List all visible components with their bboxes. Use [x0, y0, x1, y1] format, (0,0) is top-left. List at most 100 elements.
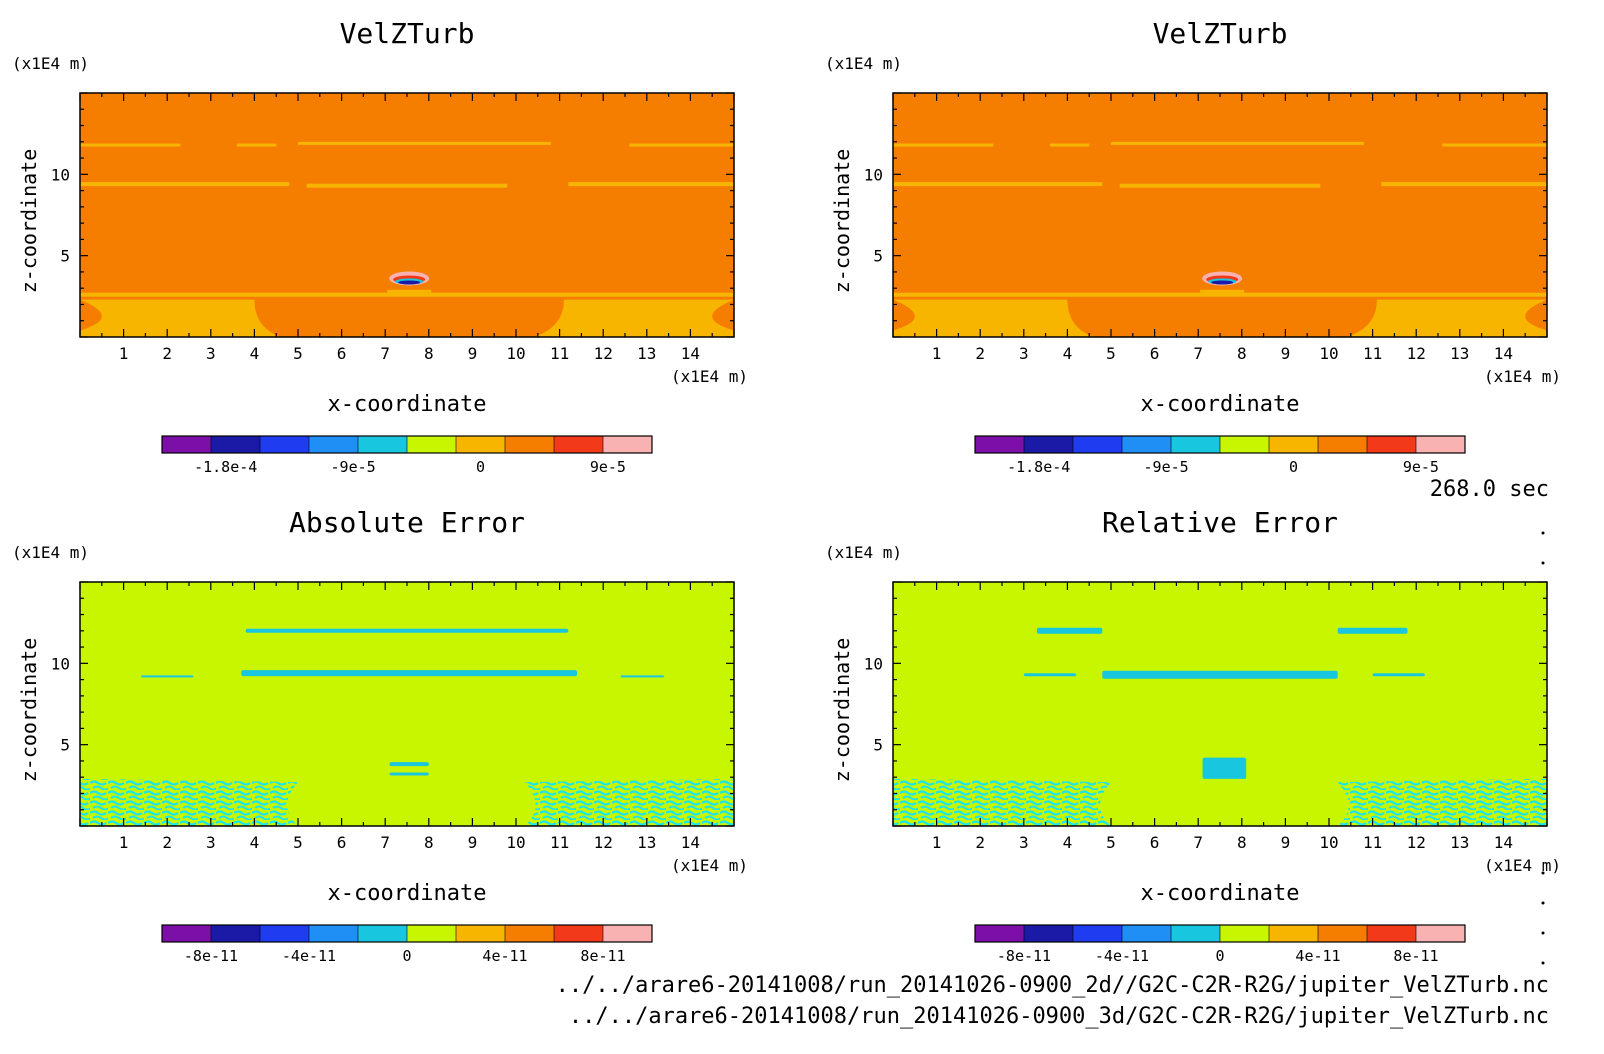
colorbar-swatch [1269, 436, 1319, 453]
colorbar-swatch [1171, 436, 1221, 453]
colorbar-tick-label: -8e-11 [184, 947, 238, 965]
colorbar-swatch [407, 925, 457, 942]
colorbar-swatch [1122, 925, 1172, 942]
colorbar-tick-label: 8e-11 [580, 947, 625, 965]
colorbar-tick-label: 0 [1289, 458, 1298, 476]
colorbar-tick-label: 0 [402, 947, 411, 965]
x-axis-label: x-coordinate [1141, 881, 1300, 906]
x-tick-label: 10 [506, 833, 525, 852]
colorbar-swatch [975, 436, 1025, 453]
x-tick-label: 10 [1319, 344, 1338, 363]
colorbar-tick-label: 0 [476, 458, 485, 476]
colorbar-swatch [456, 436, 506, 453]
y-tick-label: 10 [864, 165, 883, 184]
colorbar-swatch [162, 436, 212, 453]
x-tick-label: 9 [468, 833, 478, 852]
x-unit-label: (x1E4 m) [671, 856, 748, 875]
x-tick-label: 13 [1450, 833, 1469, 852]
colorbar-swatch [975, 925, 1025, 942]
x-tick-label: 14 [681, 833, 700, 852]
colorbar-swatch [1318, 436, 1368, 453]
colorbar-swatch [505, 925, 555, 942]
file-path-2: ../../arare6-20141008/run_20141026-0900_… [569, 1004, 1549, 1029]
margin-dots [1541, 531, 1545, 965]
x-tick-label: 12 [1407, 344, 1426, 363]
colorbar-swatch [1073, 925, 1123, 942]
chart-title: Relative Error [1102, 506, 1338, 539]
colorbar-tick-label: -4e-11 [282, 947, 336, 965]
colorbar-tick-label: 0 [1215, 947, 1224, 965]
x-unit-label: (x1E4 m) [671, 367, 748, 386]
colorbar-swatch [554, 436, 604, 453]
colorbar-swatch [1269, 925, 1319, 942]
x-tick-label: 10 [506, 344, 525, 363]
y-tick-label: 10 [51, 165, 70, 184]
y-axis-label: z-coordinate [17, 149, 41, 294]
heatmap-field [80, 93, 734, 337]
x-axis-label: x-coordinate [328, 392, 487, 417]
colorbar-tick-label: 9e-5 [1403, 458, 1439, 476]
colorbar-swatch [1171, 925, 1221, 942]
colorbar-swatch [456, 925, 506, 942]
colorbar-swatch [1122, 436, 1172, 453]
x-tick-label: 10 [1319, 833, 1338, 852]
colorbar-swatch [1367, 925, 1417, 942]
colorbar-swatch [162, 925, 212, 942]
colorbar-swatch [1416, 436, 1466, 453]
x-tick-label: 5 [1106, 833, 1116, 852]
chart-title: Absolute Error [289, 506, 525, 539]
colorbar-swatch [309, 925, 359, 942]
colorbar-swatch [554, 925, 604, 942]
x-tick-label: 4 [250, 833, 260, 852]
colorbar-swatch [1416, 925, 1466, 942]
x-tick-label: 12 [594, 344, 613, 363]
y-unit-label: (x1E4 m) [825, 54, 902, 73]
colorbar: -1.8e-4 -9e-5 0 9e-5 [974, 435, 1466, 476]
x-tick-label: 9 [1281, 344, 1291, 363]
x-tick-label: 13 [637, 344, 656, 363]
colorbar-swatch [1220, 436, 1270, 453]
colorbar-swatch [260, 436, 310, 453]
x-tick-label: 13 [637, 833, 656, 852]
chart-title: VelZTurb [1153, 17, 1288, 50]
colorbar-swatch [505, 436, 555, 453]
x-tick-label: 1 [119, 344, 129, 363]
chart-panel-2: VelZTurb(x1E4 m)1 2 3 4 5 6 7 8 9 10 11 12 13 14510(x… [825, 17, 1561, 476]
colorbar-swatch [211, 436, 261, 453]
x-tick-label: 2 [162, 833, 172, 852]
colorbar-swatch [1367, 436, 1417, 453]
y-axis-label: z-coordinate [830, 149, 854, 294]
y-tick-label: 5 [60, 736, 70, 755]
colorbar: -8e-11 -4e-11 0 4e-11 8e-11 [161, 924, 653, 965]
colorbar-tick-label: 8e-11 [1393, 947, 1438, 965]
colorbar-tick-label: -1.8e-4 [1007, 458, 1070, 476]
heatmap-field [893, 93, 1547, 337]
chart-panel-3: Absolute Error(x1E4 m)1 2 3 4 5 6 7 8 9 10 11 12 13 1… [12, 506, 748, 965]
x-tick-label: 5 [293, 833, 303, 852]
colorbar-swatch [1318, 925, 1368, 942]
x-axis-label: x-coordinate [328, 881, 487, 906]
x-tick-label: 14 [1494, 344, 1513, 363]
x-tick-label: 7 [1193, 344, 1203, 363]
x-tick-label: 8 [1237, 833, 1247, 852]
colorbar-tick-label: -9e-5 [1144, 458, 1189, 476]
colorbar-tick-label: 4e-11 [482, 947, 527, 965]
x-tick-label: 4 [1063, 833, 1073, 852]
y-axis-label: z-coordinate [830, 638, 854, 783]
x-tick-label: 1 [932, 344, 942, 363]
colorbar-swatch [260, 925, 310, 942]
x-tick-label: 8 [424, 344, 434, 363]
colorbar-tick-label: 9e-5 [590, 458, 626, 476]
x-unit-label: (x1E4 m) [1484, 856, 1561, 875]
colorbar: -1.8e-4 -9e-5 0 9e-5 [161, 435, 653, 476]
colorbar: -8e-11 -4e-11 0 4e-11 8e-11 [974, 924, 1466, 965]
colorbar-swatch [358, 925, 408, 942]
x-tick-label: 8 [424, 833, 434, 852]
x-tick-label: 5 [293, 344, 303, 363]
y-tick-label: 5 [873, 247, 883, 266]
colorbar-tick-label: 4e-11 [1295, 947, 1340, 965]
x-tick-label: 6 [1150, 833, 1160, 852]
colorbar-swatch [1024, 925, 1074, 942]
time-label: 268.0 sec [1430, 477, 1549, 502]
